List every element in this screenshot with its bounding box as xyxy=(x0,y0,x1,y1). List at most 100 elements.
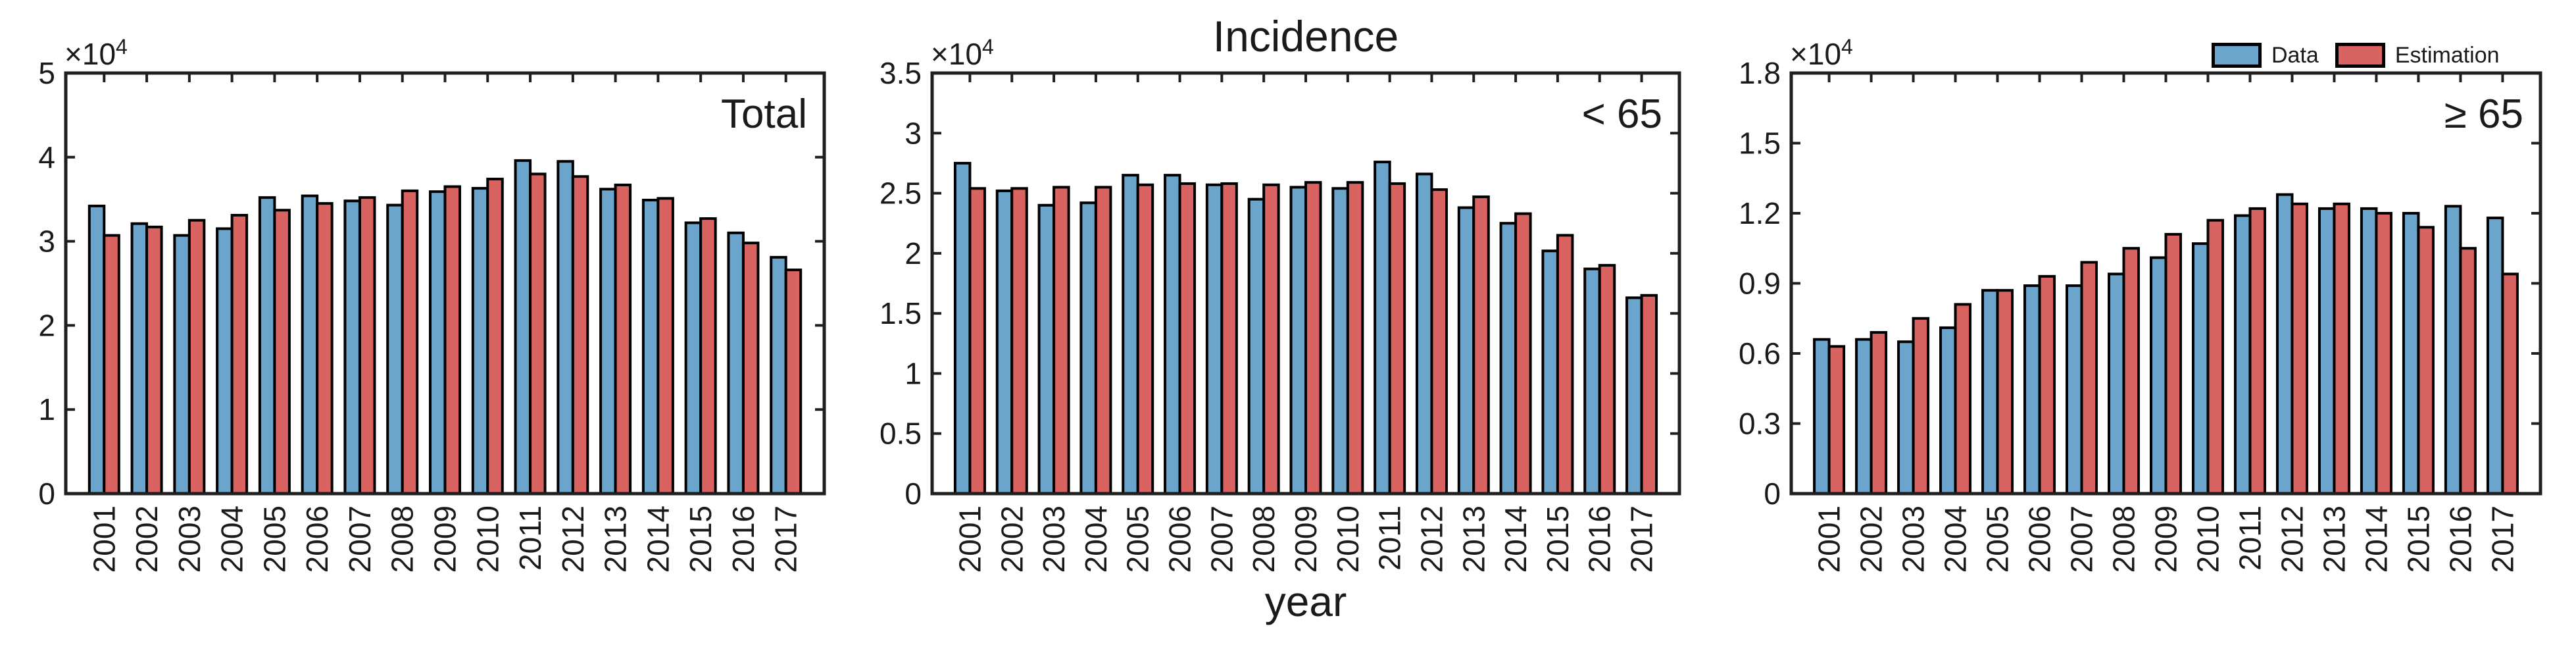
bar-data-2011 xyxy=(2233,214,2252,495)
y-tick-label: 4 xyxy=(38,140,55,174)
y-tick-label: 5 xyxy=(38,56,55,90)
x-tick-label: 2009 xyxy=(2149,505,2183,573)
bar-estimation-2003 xyxy=(1912,317,1930,495)
bar-estimation-2013 xyxy=(614,183,632,495)
panel-label-2: ≥ 65 xyxy=(2444,91,2523,137)
bar-estimation-2004 xyxy=(230,213,249,495)
y-tick-label: 2 xyxy=(38,308,55,342)
y-axis-exponent: ×104 xyxy=(931,35,994,71)
y-tick-label: 3.5 xyxy=(879,56,922,90)
x-tick-label: 2007 xyxy=(1204,505,1239,573)
x-tick-label: 2014 xyxy=(1499,505,1533,573)
bar-estimation-2009 xyxy=(443,185,461,495)
bar-estimation-2004 xyxy=(1094,186,1112,495)
x-tick-label: 2001 xyxy=(1812,505,1846,573)
legend-label-data: Data xyxy=(2271,43,2319,68)
bar-data-2003 xyxy=(1897,340,1915,495)
x-tick-label: 2008 xyxy=(2107,505,2141,573)
x-tick-label: 2010 xyxy=(470,505,505,573)
bar-data-2002 xyxy=(1855,338,1873,496)
bar-estimation-2011 xyxy=(2248,207,2266,495)
x-tick-label: 2013 xyxy=(599,505,633,573)
bar-estimation-2003 xyxy=(1053,186,1070,495)
bar-data-2013 xyxy=(2317,207,2336,495)
bar-data-2015 xyxy=(684,221,703,495)
x-tick-label: 2007 xyxy=(343,505,377,573)
legend-item-data: Data xyxy=(2212,43,2319,68)
bar-data-2016 xyxy=(2444,205,2462,495)
y-tick-label: 0 xyxy=(904,477,922,511)
bar-data-2007 xyxy=(343,199,361,495)
x-tick-label: 2012 xyxy=(1414,505,1449,573)
x-tick-label: 2006 xyxy=(2023,505,2057,573)
bar-data-2013 xyxy=(599,188,617,495)
bar-estimation-2011 xyxy=(1388,182,1406,495)
x-tick-label: 2016 xyxy=(726,505,760,573)
bar-estimation-2001 xyxy=(103,234,120,495)
bar-estimation-2013 xyxy=(2333,202,2350,495)
bar-data-2006 xyxy=(1164,174,1181,495)
bar-data-2014 xyxy=(641,198,660,495)
x-tick-label: 2003 xyxy=(1896,505,1931,573)
bar-data-2010 xyxy=(2191,242,2210,495)
x-tick-label: 2008 xyxy=(1247,505,1281,573)
bar-estimation-2017 xyxy=(784,269,803,495)
bar-data-2009 xyxy=(1289,186,1307,495)
x-tick-label: 2010 xyxy=(1331,505,1365,573)
legend-swatch-estimation xyxy=(2335,43,2385,68)
bar-estimation-2002 xyxy=(1870,331,1888,495)
bar-estimation-2014 xyxy=(1514,212,1532,495)
y-tick-label: 2.5 xyxy=(879,176,922,211)
bar-estimation-2005 xyxy=(1136,183,1154,495)
x-tick-label: 2010 xyxy=(2191,505,2225,573)
bar-data-2001 xyxy=(87,204,106,495)
x-tick-label: 2002 xyxy=(995,505,1029,573)
bar-data-2008 xyxy=(1247,197,1266,495)
x-tick-label: 2006 xyxy=(300,505,334,573)
legend: Data Estimation xyxy=(2212,43,2500,68)
x-tick-label: 2005 xyxy=(1981,505,2015,573)
bar-data-2014 xyxy=(2360,207,2378,495)
legend-swatch-data xyxy=(2212,43,2262,68)
x-tick-label: 2006 xyxy=(1163,505,1197,573)
x-tick-label: 2016 xyxy=(2443,505,2477,573)
bar-data-2007 xyxy=(2066,284,2083,495)
bar-data-2005 xyxy=(1981,289,1999,495)
bar-estimation-2006 xyxy=(316,202,334,495)
x-tick-label: 2001 xyxy=(87,505,121,573)
x-tick-label: 2009 xyxy=(1289,505,1323,573)
bar-data-2017 xyxy=(2486,217,2504,495)
y-tick-label: 1.8 xyxy=(1739,56,1781,90)
x-tick-label: 2017 xyxy=(2485,505,2519,573)
bar-estimation-2008 xyxy=(401,189,419,495)
bar-estimation-2003 xyxy=(187,219,206,495)
y-axis-exponent: ×104 xyxy=(1790,35,1853,71)
bar-estimation-2014 xyxy=(656,197,674,495)
bar-estimation-2001 xyxy=(1827,345,1846,495)
x-tick-label: 2014 xyxy=(2359,505,2393,573)
bar-data-2007 xyxy=(1205,183,1224,495)
bar-data-2013 xyxy=(1457,206,1475,495)
bar-estimation-2010 xyxy=(2206,219,2224,495)
x-tick-label: 2011 xyxy=(1373,505,1407,571)
y-tick-label: 2 xyxy=(904,236,922,271)
bar-estimation-2009 xyxy=(1304,181,1322,495)
x-tick-label: 2002 xyxy=(1854,505,1889,573)
bar-data-2017 xyxy=(770,255,787,495)
panel-label-0: Total xyxy=(721,91,807,137)
bar-estimation-2008 xyxy=(2122,247,2141,495)
x-tick-label: 2004 xyxy=(1939,505,1973,573)
bar-estimation-2009 xyxy=(2164,232,2182,495)
x-tick-label: 2017 xyxy=(1625,505,1659,573)
bar-data-2008 xyxy=(2108,272,2125,495)
bar-estimation-2016 xyxy=(1598,264,1616,495)
legend-label-estimation: Estimation xyxy=(2394,43,2500,68)
x-tick-label: 2015 xyxy=(1541,505,1575,573)
x-tick-label: 2005 xyxy=(1121,505,1155,573)
x-tick-label: 2007 xyxy=(2065,505,2099,573)
x-tick-label: 2004 xyxy=(1079,505,1113,573)
x-tick-label: 2008 xyxy=(385,505,420,573)
